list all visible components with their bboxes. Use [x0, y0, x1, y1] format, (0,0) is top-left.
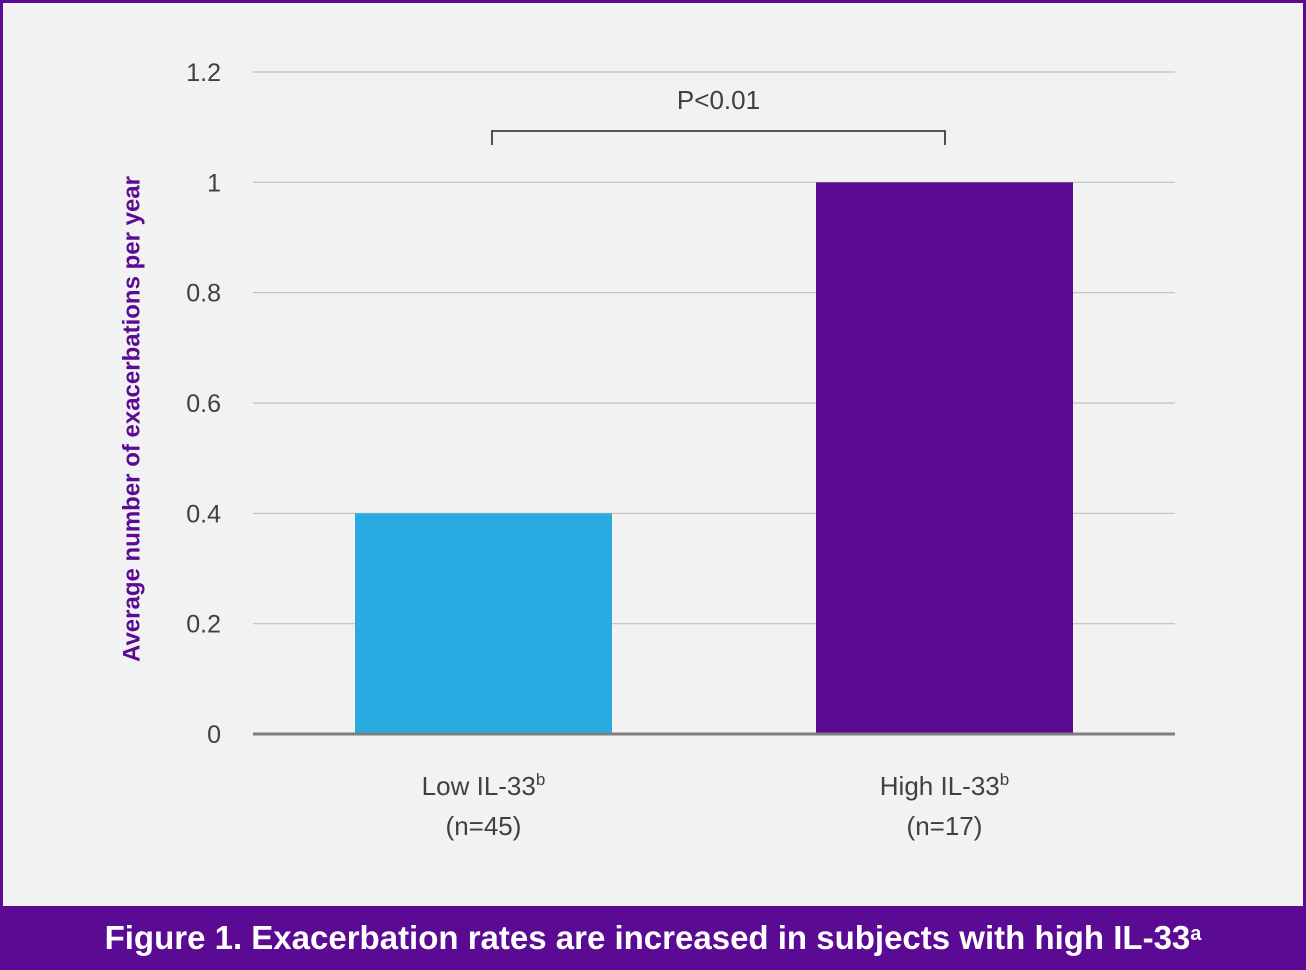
x-category-label: High IL-33b: [880, 770, 1009, 801]
caption-text: Figure 1. Exacerbation rates are increas…: [104, 919, 1191, 956]
bar-chart: 0 0.2 0.4 0.6 0.8 1 1.2 Low IL-33b (n=45) High I…: [118, 59, 1175, 841]
significance-bracket: [491, 130, 946, 145]
y-tick-labels: 0 0.2 0.4 0.6 0.8 1 1.2: [186, 59, 221, 749]
y-tick-label: 0.4: [186, 500, 221, 528]
bar-low-il33: [355, 513, 612, 734]
p-value-label: P<0.01: [677, 85, 760, 115]
y-tick-label: 0.8: [186, 280, 221, 308]
figure-caption: Figure 1. Exacerbation rates are increas…: [0, 906, 1306, 970]
bars: [355, 182, 1073, 735]
y-tick-label: 0.2: [186, 611, 221, 639]
significance-annotation: P<0.01: [491, 85, 946, 145]
y-tick-label: 1.2: [186, 59, 221, 87]
category-superscript: b: [536, 770, 545, 789]
x-category-sublabel: (n=17): [907, 811, 983, 841]
x-category-labels: Low IL-33b (n=45) High IL-33b (n=17): [422, 770, 1010, 841]
y-tick-label: 0: [207, 721, 221, 749]
bar-high-il33: [816, 182, 1073, 735]
y-tick-label: 0.6: [186, 390, 221, 418]
category-superscript: b: [1000, 770, 1009, 789]
caption-superscript: a: [1190, 922, 1202, 945]
x-category-sublabel: (n=45): [446, 811, 522, 841]
x-category-label: Low IL-33b: [422, 770, 546, 801]
y-tick-label: 1: [207, 169, 221, 197]
y-axis-title: Average number of exacerbations per year: [118, 176, 145, 662]
